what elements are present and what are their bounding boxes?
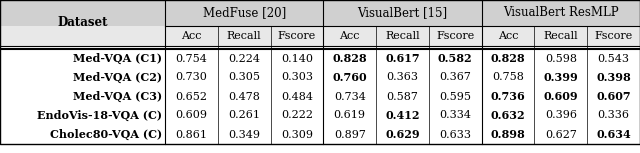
- Text: 0.609: 0.609: [543, 91, 578, 102]
- Text: 0.758: 0.758: [492, 73, 524, 82]
- Text: 0.898: 0.898: [491, 129, 525, 140]
- Text: Acc: Acc: [339, 31, 360, 41]
- Text: 0.609: 0.609: [175, 110, 207, 121]
- Text: 0.303: 0.303: [281, 73, 313, 82]
- Text: 0.396: 0.396: [545, 110, 577, 121]
- Text: 0.634: 0.634: [596, 129, 631, 140]
- Text: 0.224: 0.224: [228, 54, 260, 63]
- Text: Med-VQA (C2): Med-VQA (C2): [73, 72, 162, 83]
- Text: 0.399: 0.399: [543, 72, 578, 83]
- Text: 0.305: 0.305: [228, 73, 260, 82]
- Text: 0.897: 0.897: [334, 129, 365, 140]
- Text: 0.632: 0.632: [491, 110, 525, 121]
- Text: 0.861: 0.861: [175, 129, 207, 140]
- Text: 0.261: 0.261: [228, 110, 260, 121]
- Text: Fscore: Fscore: [278, 31, 316, 41]
- Text: 0.309: 0.309: [281, 129, 313, 140]
- Text: 0.349: 0.349: [228, 129, 260, 140]
- Text: 0.543: 0.543: [598, 54, 630, 63]
- Text: Acc: Acc: [498, 31, 518, 41]
- Text: VisualBert [15]: VisualBert [15]: [357, 6, 447, 19]
- Text: 0.222: 0.222: [281, 110, 313, 121]
- Text: Recall: Recall: [543, 31, 578, 41]
- Text: 0.334: 0.334: [439, 110, 471, 121]
- Text: Fscore: Fscore: [436, 31, 474, 41]
- Text: 0.140: 0.140: [281, 54, 313, 63]
- Text: Recall: Recall: [385, 31, 420, 41]
- Text: Cholec80-VQA (C): Cholec80-VQA (C): [50, 129, 162, 140]
- Text: 0.736: 0.736: [491, 91, 525, 102]
- Text: Med-VQA (C3): Med-VQA (C3): [73, 91, 162, 102]
- Text: 0.627: 0.627: [545, 129, 577, 140]
- Text: VisualBert ResMLP: VisualBert ResMLP: [503, 6, 619, 19]
- Text: Dataset: Dataset: [57, 17, 108, 30]
- Text: 0.478: 0.478: [228, 91, 260, 101]
- Text: 0.734: 0.734: [334, 91, 365, 101]
- Text: 0.760: 0.760: [332, 72, 367, 83]
- Text: 0.598: 0.598: [545, 54, 577, 63]
- Text: 0.582: 0.582: [438, 53, 472, 64]
- Text: 0.398: 0.398: [596, 72, 631, 83]
- Text: 0.629: 0.629: [385, 129, 420, 140]
- Text: 0.595: 0.595: [439, 91, 471, 101]
- Text: 0.336: 0.336: [598, 110, 630, 121]
- Text: Acc: Acc: [181, 31, 202, 41]
- Text: 0.828: 0.828: [332, 53, 367, 64]
- Text: 0.587: 0.587: [387, 91, 419, 101]
- Text: 0.754: 0.754: [175, 54, 207, 63]
- Text: 0.828: 0.828: [491, 53, 525, 64]
- Text: 0.619: 0.619: [333, 110, 365, 121]
- Text: 0.617: 0.617: [385, 53, 420, 64]
- Text: 0.652: 0.652: [175, 91, 207, 101]
- Text: 0.367: 0.367: [439, 73, 471, 82]
- Text: 0.363: 0.363: [387, 73, 419, 82]
- Text: Fscore: Fscore: [595, 31, 633, 41]
- Text: 0.484: 0.484: [281, 91, 313, 101]
- Text: Recall: Recall: [227, 31, 262, 41]
- Text: Med-VQA (C1): Med-VQA (C1): [73, 53, 162, 64]
- Text: 0.412: 0.412: [385, 110, 420, 121]
- Text: EndoVis-18-VQA (C): EndoVis-18-VQA (C): [37, 110, 162, 121]
- Text: 0.633: 0.633: [439, 129, 471, 140]
- Text: 0.607: 0.607: [596, 91, 631, 102]
- Text: 0.730: 0.730: [175, 73, 207, 82]
- Text: MedFuse [20]: MedFuse [20]: [202, 6, 286, 19]
